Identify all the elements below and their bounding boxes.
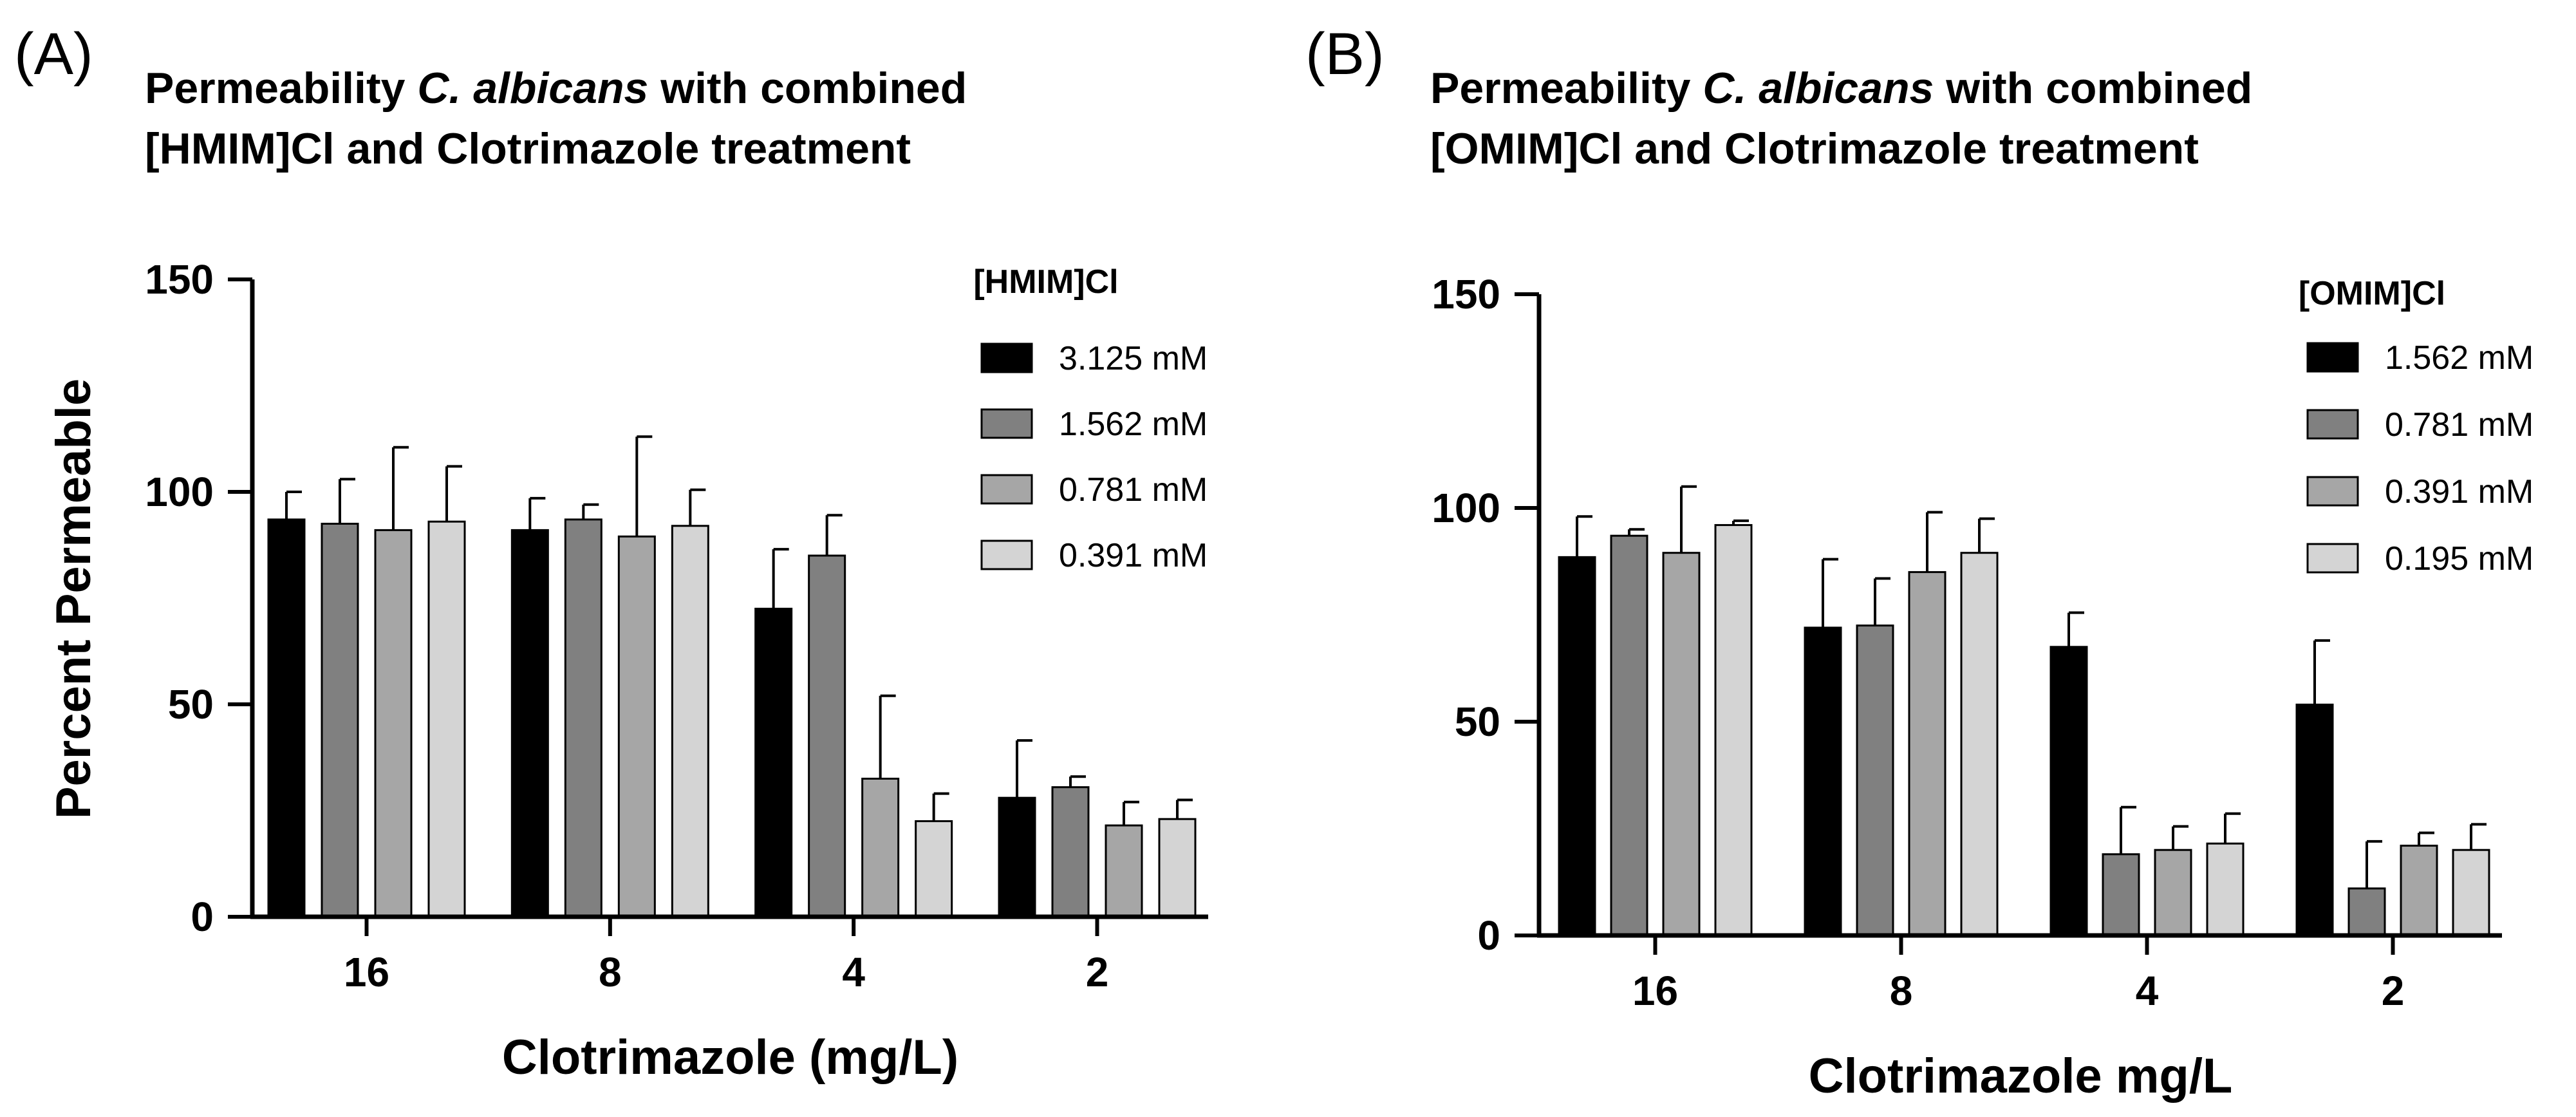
b-x-tick-label-2: 4 [2136, 968, 2159, 1014]
a-legend-label-3: 0.391 mM [1059, 537, 1208, 574]
panel-a-title-line2: [HMIM]Cl and Clotrimazole treatment [145, 124, 911, 173]
panel-a-title-line1: Permeability C. albicans with combined [145, 64, 967, 113]
a-y-tick-label-3: 150 [145, 256, 214, 303]
a-x-tick-label-3: 2 [1086, 949, 1109, 995]
b-bar-3-3 [2452, 849, 2490, 937]
b-x-tick-label-1: 8 [1890, 968, 1913, 1014]
a-y-tick-label-1: 50 [168, 681, 214, 727]
a-bar-0-0 [267, 518, 306, 918]
a-bar-3-0 [998, 796, 1036, 918]
panel-a-title: Permeability C. albicans with combined [… [145, 58, 967, 179]
b-bar-0-2 [1662, 552, 1701, 937]
a-legend-label-0: 3.125 mM [1059, 340, 1208, 377]
a-bar-0-1 [321, 523, 359, 918]
a-x-axis-label: Clotrimazole (mg/L) [502, 1030, 958, 1085]
a-x-tick-label-2: 4 [842, 949, 865, 995]
b-bar-3-0 [2295, 703, 2334, 937]
panel-a-label: (A) [14, 21, 93, 87]
a-y-axis-label: Percent Permeable [46, 379, 101, 819]
b-bar-0-1 [1610, 534, 1648, 937]
a-bar-3-2 [1105, 824, 1143, 918]
a-bar-2-2 [861, 778, 900, 918]
b-legend-swatch-0 [2306, 342, 2359, 373]
b-bar-2-1 [2102, 853, 2140, 937]
b-bar-1-2 [1908, 571, 1946, 937]
a-legend-swatch-2 [980, 474, 1033, 505]
a-x-tick-label-1: 8 [599, 949, 622, 995]
b-x-axis-label: Clotrimazole mg/L [1809, 1049, 2233, 1103]
b-bar-2-0 [2049, 646, 2088, 937]
b-bar-3-2 [2400, 845, 2438, 937]
b-bar-2-2 [2154, 849, 2192, 937]
a-bar-0-3 [427, 520, 466, 918]
a-x-tick-label-0: 16 [344, 949, 389, 995]
b-legend-label-1: 0.781 mM [2385, 406, 2534, 444]
b-legend-swatch-1 [2306, 409, 2359, 440]
panel-b-title: Permeability C. albicans with combined [… [1430, 58, 2252, 179]
a-legend-swatch-3 [980, 540, 1033, 570]
b-legend-label-2: 0.391 mM [2385, 473, 2534, 511]
a-y-tick-label-0: 0 [191, 894, 214, 940]
a-bar-1-3 [671, 525, 709, 918]
a-bar-3-1 [1051, 786, 1090, 918]
b-bar-3-1 [2347, 887, 2386, 937]
a-legend-swatch-0 [980, 343, 1033, 373]
panel-b-label: (B) [1305, 21, 1385, 87]
a-legend-label-2: 0.781 mM [1059, 471, 1208, 509]
b-bar-2-3 [2206, 842, 2245, 937]
b-bar-0-0 [1558, 556, 1596, 937]
a-bar-3-3 [1158, 818, 1197, 918]
b-bar-0-3 [1714, 524, 1753, 937]
b-y-tick-label-3: 150 [1432, 271, 1500, 317]
b-y-tick-label-2: 100 [1432, 485, 1500, 531]
b-y-tick-label-1: 50 [1455, 699, 1500, 745]
a-bar-1-1 [564, 518, 602, 918]
b-legend-swatch-3 [2306, 543, 2359, 574]
b-bar-1-0 [1804, 626, 1842, 937]
a-legend-label-1: 1.562 mM [1059, 406, 1208, 443]
a-bar-2-0 [754, 608, 793, 918]
panel-b-title-line2: [OMIM]Cl and Clotrimazole treatment [1430, 124, 2199, 173]
a-bar-2-1 [808, 554, 846, 918]
a-bar-0-2 [374, 529, 413, 918]
b-bar-1-1 [1856, 624, 1894, 937]
a-bar-2-3 [915, 820, 953, 918]
a-legend-swatch-1 [980, 408, 1033, 439]
b-bar-1-3 [1960, 552, 1999, 937]
b-legend-label-3: 0.195 mM [2385, 540, 2534, 577]
b-y-tick-label-0: 0 [1477, 912, 1500, 959]
b-x-tick-label-0: 16 [1632, 968, 1678, 1014]
b-legend-swatch-2 [2306, 476, 2359, 507]
b-legend-title: [OMIM]Cl [2299, 275, 2445, 312]
a-y-tick-label-2: 100 [145, 469, 214, 515]
b-legend-label-0: 1.562 mM [2385, 339, 2534, 377]
panel-b-title-line1: Permeability C. albicans with combined [1430, 64, 2253, 113]
b-x-tick-label-3: 2 [2382, 968, 2405, 1014]
a-legend-title: [HMIM]Cl [973, 263, 1118, 301]
